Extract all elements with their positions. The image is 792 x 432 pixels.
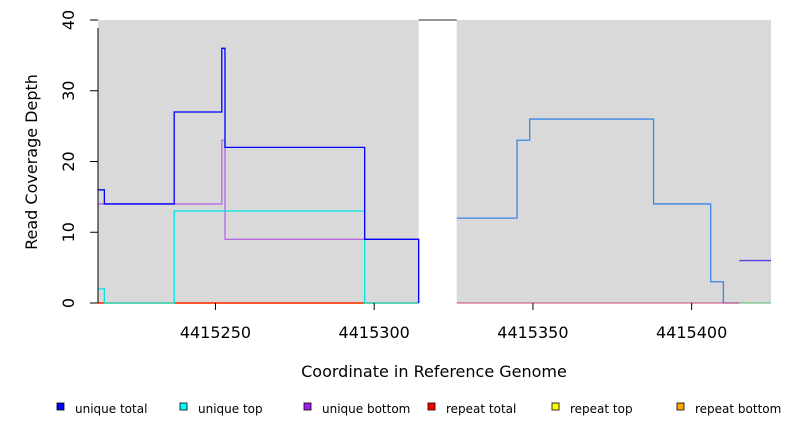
legend-label-0: unique total	[75, 402, 147, 416]
legend-swatch-2	[303, 402, 312, 411]
series-line-1	[98, 210, 419, 304]
legend-swatch-3	[427, 402, 436, 411]
legend-swatch-1	[179, 402, 188, 411]
x-tick-label-3: 4415400	[656, 323, 727, 342]
legend-label-1: unique top	[198, 402, 263, 416]
y-tick-label-3: 30	[59, 81, 78, 101]
legend-swatch-4	[551, 402, 560, 411]
y-tick-label-1: 10	[59, 222, 78, 242]
y-tick-label-0: 0	[59, 298, 78, 308]
legend: unique total unique top unique bottom repea…	[56, 402, 781, 416]
x-tick-label-1: 4415300	[339, 323, 410, 342]
y-axis-title: Read Coverage Depth	[22, 74, 41, 250]
x-tick-label-2: 4415350	[497, 323, 568, 342]
legend-label-2: unique bottom	[322, 402, 410, 416]
coverage-gap-0	[418, 20, 457, 303]
x-tick-label-0: 4415250	[180, 323, 251, 342]
y-tick-label-2: 20	[59, 151, 78, 171]
series-line-6	[456, 118, 740, 304]
y-tick-label-4: 40	[59, 10, 78, 30]
x-axis-title: Coordinate in Reference Genome	[301, 362, 567, 381]
legend-label-5: repeat bottom	[695, 402, 781, 416]
legend-swatch-0	[56, 402, 65, 411]
series-layer	[98, 47, 771, 304]
plot-background	[98, 19, 771, 303]
legend-label-3: repeat total	[446, 402, 516, 416]
axes: 0 10 20 30 40 4415250 4415300 4415350 4415400	[59, 10, 727, 342]
series-line-0	[98, 47, 420, 303]
legend-swatch-5	[676, 402, 685, 411]
legend-label-4: repeat top	[570, 402, 633, 416]
